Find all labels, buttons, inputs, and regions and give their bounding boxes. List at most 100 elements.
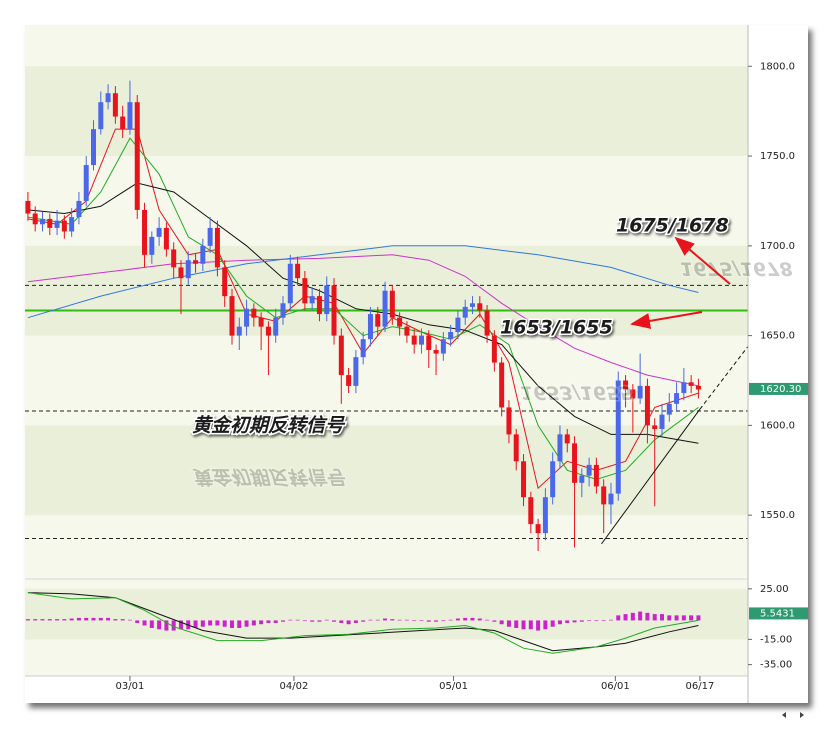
hist-bar xyxy=(229,620,234,628)
x-tick-label: 03/01 xyxy=(116,681,145,692)
candle-body xyxy=(542,497,548,534)
candle-body xyxy=(251,308,257,318)
x-tick-label: 05/01 xyxy=(439,681,468,692)
hist-bar xyxy=(470,617,475,621)
hist-bar xyxy=(543,620,548,630)
candle-body xyxy=(309,296,315,304)
hist-bar xyxy=(69,618,74,621)
hist-bar xyxy=(273,620,278,623)
hist-bar xyxy=(557,620,562,625)
hist-bar xyxy=(485,619,490,621)
hist-bar xyxy=(565,620,570,623)
band xyxy=(25,425,748,516)
band xyxy=(25,66,748,157)
hist-bar xyxy=(426,620,431,622)
candle-body xyxy=(491,335,497,363)
hist-bar xyxy=(441,620,446,622)
candle-body xyxy=(236,326,242,336)
hist-bar xyxy=(514,620,519,628)
candle-body xyxy=(265,326,271,336)
candle-body xyxy=(440,339,446,354)
x-tick-label: 04/02 xyxy=(280,681,309,692)
candle-body xyxy=(513,434,519,462)
hist-bar xyxy=(295,619,300,621)
hist-bar xyxy=(178,620,183,630)
hist-bar xyxy=(412,620,417,622)
hist-bar xyxy=(33,619,38,621)
hist-bar xyxy=(62,619,67,621)
hist-bar xyxy=(616,615,621,621)
scroll-arrows[interactable] xyxy=(782,712,804,718)
hist-bar xyxy=(383,618,388,621)
hist-bar xyxy=(324,619,329,621)
candle-body xyxy=(535,524,541,534)
candle-body xyxy=(601,486,607,505)
hist-bar xyxy=(142,620,147,626)
candle-body xyxy=(295,263,301,279)
hist-bar xyxy=(208,620,213,626)
candle-body xyxy=(149,236,155,255)
hist-bar xyxy=(608,619,613,621)
candle-body xyxy=(331,285,337,336)
candle-body xyxy=(112,93,118,117)
trend-line xyxy=(601,408,701,545)
x-tick-label: 06/17 xyxy=(685,681,714,692)
candle-body xyxy=(462,306,468,318)
hist-bar xyxy=(492,620,497,622)
hist-bar xyxy=(215,620,220,626)
hist-bar xyxy=(135,620,140,623)
hist-bar xyxy=(536,620,541,631)
y-tick-label: 1650.0 xyxy=(760,331,795,342)
candle-body xyxy=(593,464,599,487)
hist-bar xyxy=(281,620,286,622)
candle-body xyxy=(666,403,672,415)
hist-bar xyxy=(149,620,154,628)
candle-body xyxy=(214,227,220,268)
candle-body xyxy=(346,375,352,386)
candle-body xyxy=(258,317,264,327)
candle-body xyxy=(229,296,235,336)
candle-body xyxy=(470,303,476,307)
x-tick-label: 06/01 xyxy=(601,681,630,692)
candle-body xyxy=(586,464,592,476)
candle-body xyxy=(659,414,665,429)
candle-body xyxy=(200,245,206,264)
hist-bar xyxy=(84,617,89,621)
candle-body xyxy=(404,326,410,336)
y-tick-label: 1700.0 xyxy=(760,241,795,252)
arrow xyxy=(630,311,703,329)
hist-bar xyxy=(499,620,504,625)
candle-body xyxy=(25,200,31,214)
hist-bar xyxy=(601,620,606,622)
candle-body xyxy=(579,475,585,483)
annotation: 1675/1678 xyxy=(616,215,729,237)
last-price-tag xyxy=(749,382,808,395)
candle-body xyxy=(674,393,680,404)
candle-body xyxy=(222,267,228,297)
hist-bar xyxy=(550,620,555,627)
candle-body xyxy=(433,349,439,354)
candle-body xyxy=(615,380,621,494)
arrow xyxy=(674,236,731,285)
hist-bar xyxy=(259,620,264,625)
hist-bar xyxy=(40,619,45,621)
annotation-reflection: 黄金初期反转信号 xyxy=(192,466,346,488)
annotation-reflection: 1653/1655 xyxy=(520,382,633,404)
candle-body xyxy=(389,290,395,318)
last-value-tag xyxy=(749,607,808,620)
candle-body xyxy=(564,434,570,444)
candle-body xyxy=(134,102,140,210)
annotation-reflection: 1675/1678 xyxy=(680,258,793,280)
hist-bar xyxy=(317,620,322,622)
candle-body xyxy=(477,303,483,311)
y-tick-label: 1800.0 xyxy=(760,61,795,72)
hist-bar xyxy=(572,620,577,623)
candle-body xyxy=(521,461,527,498)
candle-body xyxy=(360,339,366,358)
candle-body xyxy=(61,220,67,232)
candle-body xyxy=(171,249,177,268)
candle-body xyxy=(484,310,490,336)
hist-bar xyxy=(171,620,176,631)
y-tick-label: 25.00 xyxy=(760,584,789,595)
